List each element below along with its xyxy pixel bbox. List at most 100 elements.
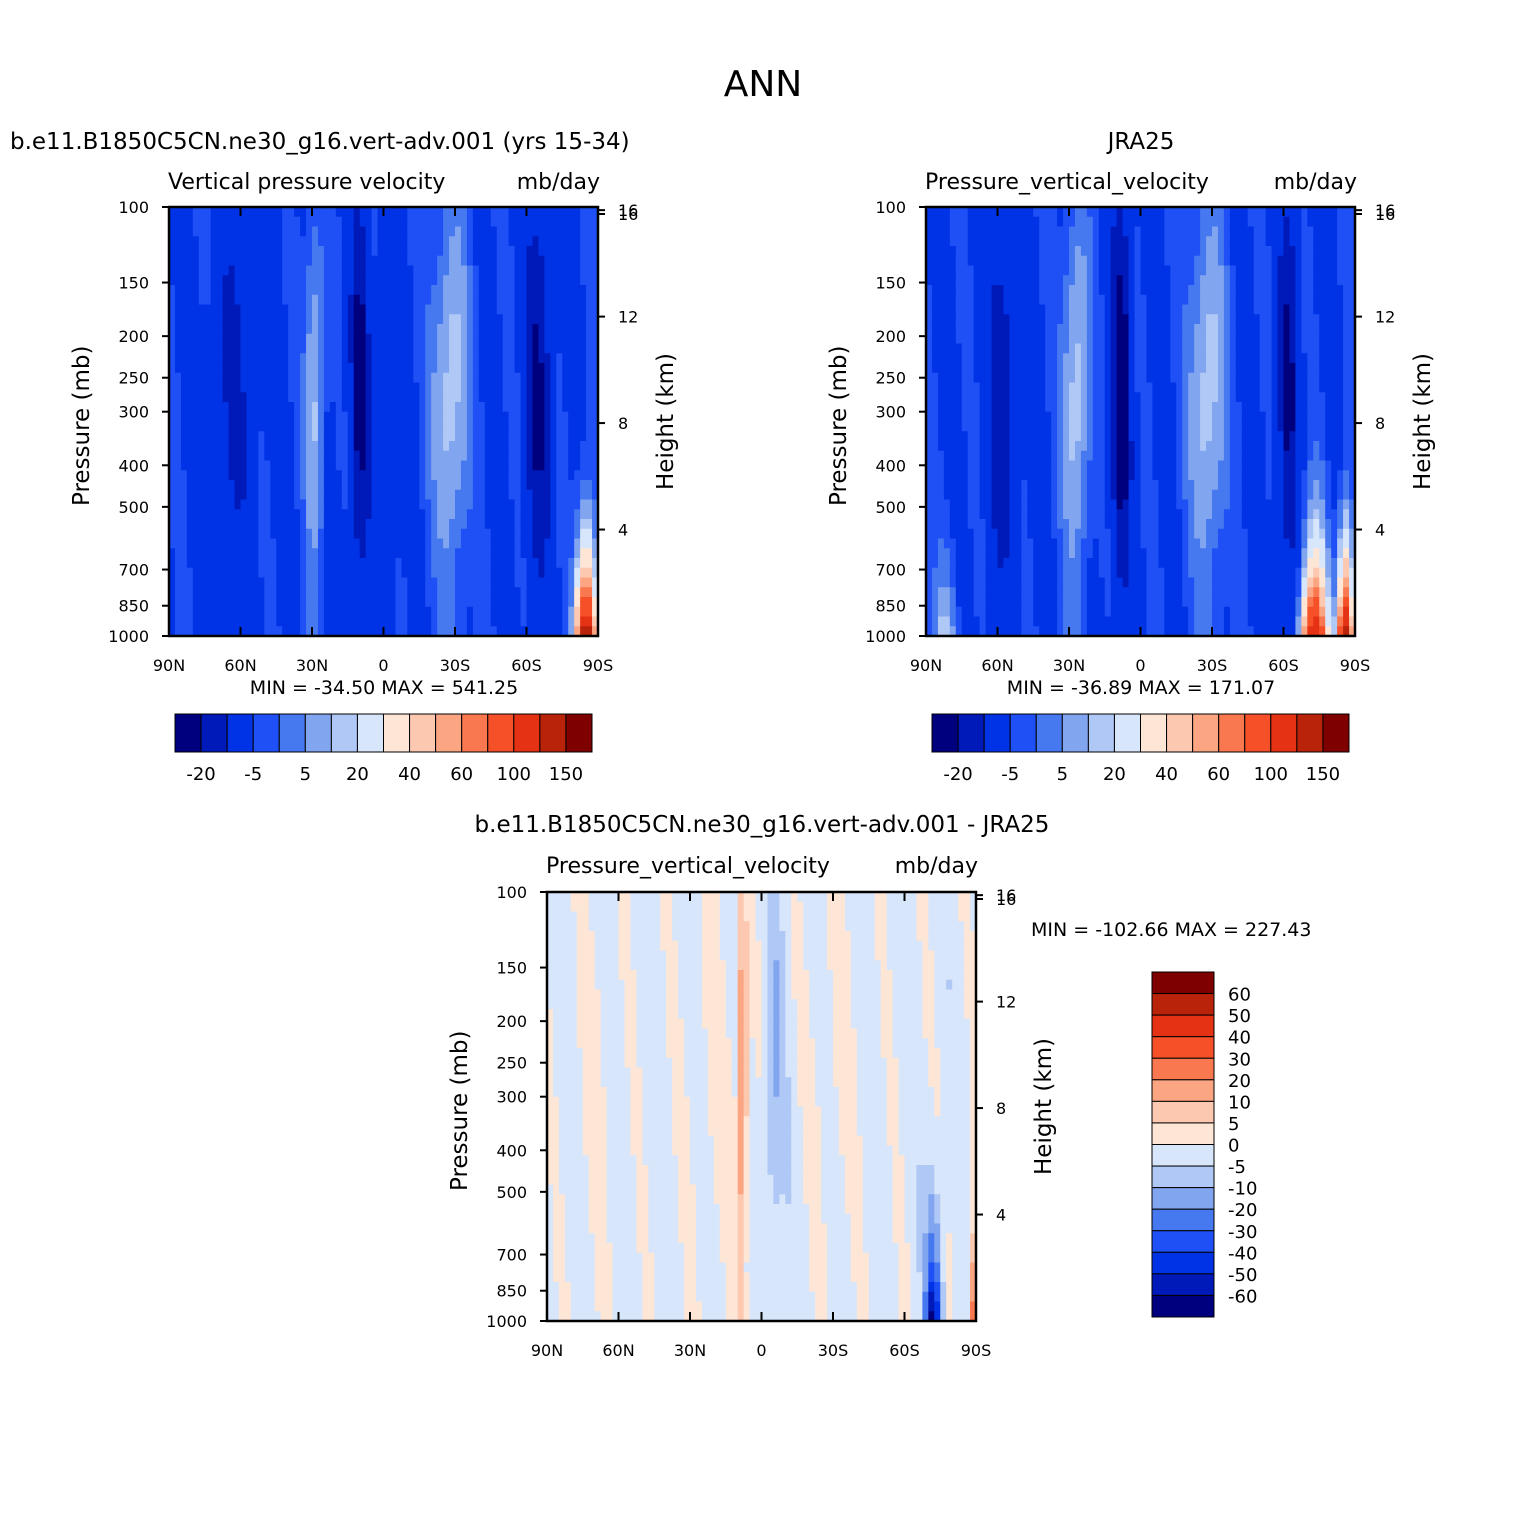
heatmap-cell [198, 324, 206, 335]
heatmap-cell [586, 324, 593, 335]
heatmap-cell [1116, 294, 1124, 306]
heatmap-cell [1104, 265, 1112, 276]
heatmap-cell [568, 626, 575, 637]
heatmap-cell [472, 441, 480, 452]
heatmap-cell [246, 528, 254, 540]
heatmap-cell [997, 392, 1005, 403]
heatmap-cell [246, 519, 254, 530]
heatmap-cell [1128, 285, 1136, 296]
heatmap-cell [180, 528, 188, 540]
heatmap-cell [437, 597, 444, 608]
heatmap-cell [1337, 314, 1344, 325]
heatmap-cell [1343, 402, 1350, 413]
x-tick-label: 30S [440, 656, 471, 675]
heatmap-cell [496, 255, 504, 267]
heatmap-cell [234, 265, 242, 276]
heatmap-cell [425, 353, 432, 364]
heatmap-cell [359, 509, 367, 520]
heatmap-cell [395, 499, 402, 510]
heatmap-cell [1223, 382, 1231, 393]
heatmap-cell [270, 402, 277, 413]
heatmap-cell [514, 216, 522, 228]
heatmap-cell [460, 304, 468, 315]
heatmap-cell [472, 216, 480, 228]
heatmap-cell [478, 294, 486, 306]
heatmap-cell [329, 265, 337, 276]
heatmap-cell [985, 207, 993, 218]
heatmap-cell [240, 304, 248, 315]
heatmap-cell [472, 577, 480, 588]
heatmap-cell [1033, 324, 1040, 335]
heatmap-cell [1134, 304, 1142, 315]
heatmap-cell [508, 343, 516, 354]
heatmap-cell [1140, 304, 1148, 315]
heatmap-cell [556, 382, 563, 393]
heatmap-cell [1206, 216, 1213, 228]
heatmap-cell [317, 304, 325, 315]
heatmap-cell [169, 558, 176, 569]
heatmap-cell [586, 567, 593, 579]
heatmap-cell [210, 460, 218, 471]
heatmap-cell [1158, 226, 1165, 237]
heatmap-cell [1045, 392, 1052, 403]
heatmap-cell [556, 333, 563, 345]
heatmap-cell [419, 606, 426, 618]
heatmap-cell [455, 558, 462, 569]
heatmap-cell [1182, 207, 1189, 218]
heatmap-cell [514, 392, 522, 403]
heatmap-cell [466, 285, 474, 296]
heatmap-cell [1086, 421, 1094, 432]
heatmap-cell [1194, 275, 1201, 286]
heatmap-cell [300, 558, 307, 569]
heatmap-cell [556, 353, 563, 364]
heatmap-cell [359, 353, 367, 364]
heatmap-cell [335, 528, 343, 540]
heatmap-cell [180, 382, 188, 393]
heatmap-cell [443, 402, 450, 413]
heatmap-cell [592, 333, 599, 345]
heatmap-cell [1271, 294, 1279, 306]
heatmap-cell [198, 626, 206, 637]
heatmap-cell [240, 548, 248, 559]
heatmap-cell [234, 207, 242, 218]
heatmap-cell [508, 255, 516, 267]
heatmap-cell [1343, 236, 1350, 247]
heatmap-cell [1223, 294, 1231, 306]
heatmap-cell [979, 246, 987, 257]
heatmap-cell [377, 587, 385, 598]
heatmap-cell [1080, 314, 1088, 325]
heatmap-cell [502, 606, 510, 618]
heatmap-cell [1265, 431, 1273, 442]
heatmap-cell [443, 489, 450, 501]
heatmap-cell [1217, 294, 1225, 306]
heatmap-cell [991, 421, 999, 432]
heatmap-cell [204, 441, 212, 452]
heatmap-cell [1277, 265, 1285, 276]
heatmap-cell [478, 616, 486, 627]
heatmap-cell [365, 382, 373, 393]
heatmap-cell [1176, 324, 1183, 335]
heatmap-cell [1271, 402, 1279, 413]
heatmap-cell [1122, 207, 1130, 218]
heatmap-cell [1343, 421, 1350, 432]
heatmap-cell [1003, 236, 1011, 247]
heatmap-cell [198, 363, 206, 374]
heatmap-cell [1176, 333, 1183, 345]
heatmap-cell [1295, 265, 1302, 276]
heatmap-cell [1086, 265, 1094, 276]
heatmap-cell [466, 304, 474, 315]
heatmap-cell [323, 353, 331, 364]
heatmap-cell [1110, 226, 1118, 237]
heatmap-cell [228, 519, 236, 530]
heatmap-cell [186, 499, 194, 510]
heatmap-cell [1069, 207, 1076, 218]
heatmap-cell [1021, 372, 1028, 384]
heatmap-cell [484, 450, 492, 462]
heatmap-cell [216, 421, 224, 432]
heatmap-cell [568, 382, 575, 393]
heatmap-cell [317, 538, 325, 549]
heatmap-cell [1217, 246, 1225, 257]
heatmap-cell [1265, 324, 1273, 335]
heatmap-cell [1247, 343, 1255, 354]
heatmap-cell [413, 402, 420, 413]
